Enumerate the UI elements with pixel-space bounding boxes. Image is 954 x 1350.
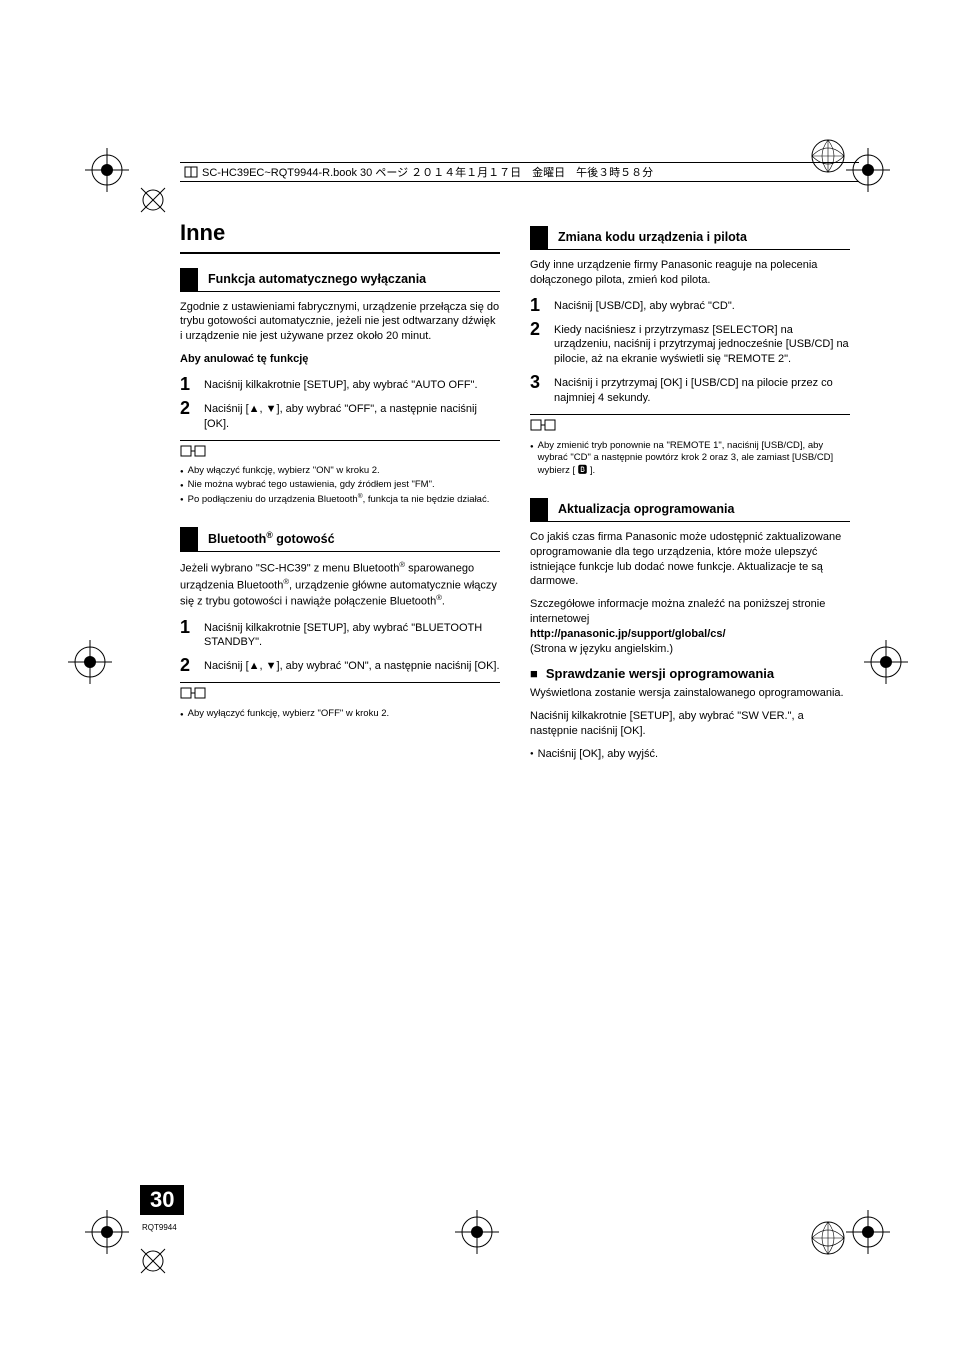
note-item: Po podłączeniu do urządzenia Bluetooth®,…	[180, 493, 500, 507]
note-item: Aby wyłączyć funkcję, wybierz "OFF" w kr…	[180, 708, 500, 721]
update-intro: Co jakiś czas firma Panasonic może udost…	[530, 530, 850, 589]
page-number: 30	[140, 1185, 184, 1215]
step-item: 1Naciśnij [USB/CD], aby wybrać "CD".	[530, 296, 850, 314]
right-column: Zmiana kodu urządzenia i pilota Gdy inne…	[530, 218, 850, 782]
section-heading-update: Aktualizacja oprogramowania	[530, 498, 850, 522]
book-icon	[184, 165, 198, 179]
step-item: 2Kiedy naciśniesz i przytrzymasz [SELECT…	[530, 320, 850, 368]
subheading-version: ■ Sprawdzanie wersji oprogramowania	[530, 665, 850, 683]
note-icon	[180, 440, 500, 462]
url-note: (Strona w języku angielskim.)	[530, 642, 850, 657]
doc-code: RQT9944	[142, 1223, 177, 1232]
version-body: Naciśnij kilkakrotnie [SETUP], aby wybra…	[530, 709, 850, 739]
step-item: 2Naciśnij [▲, ▼], aby wybrać "OFF", a na…	[180, 399, 500, 432]
note-icon	[530, 414, 850, 436]
step-item: 2Naciśnij [▲, ▼], aby wybrać "ON", a nas…	[180, 656, 500, 674]
doc-header: SC-HC39EC~RQT9944-R.book 30 ページ ２０１４年１月１…	[180, 162, 859, 182]
section-heading-auto-off: Funkcja automatycznego wyłączania	[180, 268, 500, 292]
note-item: Naciśnij [OK], aby wyjść.	[530, 747, 850, 762]
section-heading-bluetooth: Bluetooth® gotowość	[180, 527, 500, 552]
update-intro2: Szczegółowe informacje można znaleźć na …	[530, 597, 850, 627]
bluetooth-intro: Jeżeli wybrano "SC-HC39" z menu Bluetoot…	[180, 560, 500, 610]
auto-off-intro: Zgodnie z ustawieniami fabrycznymi, urzą…	[180, 300, 500, 345]
step-item: 3Naciśnij i przytrzymaj [OK] i [USB/CD] …	[530, 373, 850, 406]
step-item: 1Naciśnij kilkakrotnie [SETUP], aby wybr…	[180, 618, 500, 651]
note-item: Aby włączyć funkcję, wybierz "ON" w krok…	[180, 465, 500, 478]
note-item: Nie można wybrać tego ustawienia, gdy źr…	[180, 479, 500, 492]
note-item: Aby zmienić tryb ponownie na "REMOTE 1",…	[530, 440, 850, 478]
version-intro: Wyświetlona zostanie wersja zainstalowan…	[530, 686, 850, 701]
step-item: 1Naciśnij kilkakrotnie [SETUP], aby wybr…	[180, 375, 500, 393]
left-column: Inne Funkcja automatycznego wyłączania Z…	[180, 218, 500, 782]
title-underline	[180, 252, 500, 254]
cancel-label: Aby anulować tę funkcję	[180, 352, 500, 367]
update-url: http://panasonic.jp/support/global/cs/	[530, 627, 850, 642]
section-heading-remote: Zmiana kodu urządzenia i pilota	[530, 226, 850, 250]
note-icon	[180, 682, 500, 704]
remote-intro: Gdy inne urządzenie firmy Panasonic reag…	[530, 258, 850, 288]
header-text: SC-HC39EC~RQT9944-R.book 30 ページ ２０１４年１月１…	[202, 164, 653, 180]
page-title: Inne	[180, 218, 500, 248]
